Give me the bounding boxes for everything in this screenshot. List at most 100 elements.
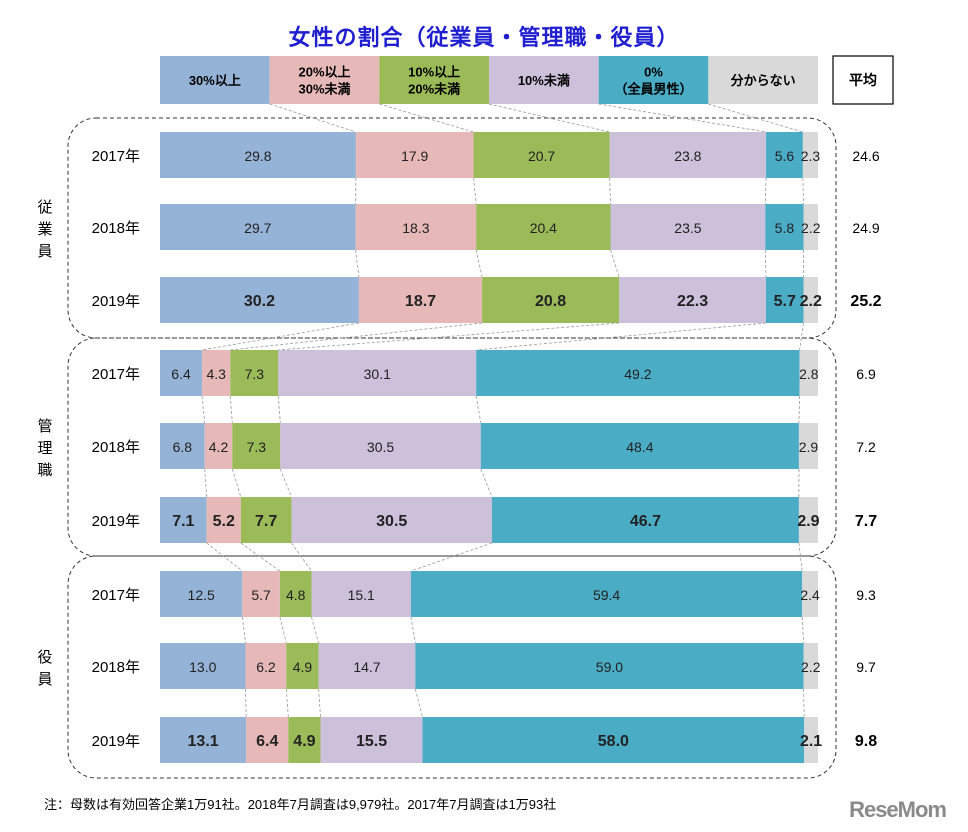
connector-line	[609, 177, 611, 205]
bar-segment	[476, 350, 800, 396]
data-label: 29.7	[244, 220, 271, 236]
connector-line	[279, 616, 287, 644]
data-label: 18.3	[402, 220, 429, 236]
legend-swatch-4	[598, 56, 709, 104]
year-label: 2018年	[92, 439, 140, 456]
connector-line	[410, 616, 416, 644]
connector-line	[476, 322, 767, 351]
bar-segment	[160, 350, 203, 396]
average-value: 24.9	[852, 220, 879, 236]
connector-line	[414, 688, 423, 718]
bar-segment	[803, 643, 818, 689]
connector-line	[610, 249, 620, 278]
bar-segment	[799, 350, 818, 396]
connector-line	[475, 249, 483, 278]
data-label: 29.8	[244, 148, 271, 164]
data-label: 6.2	[256, 659, 276, 675]
bar-segment	[240, 497, 292, 543]
data-label: 30.5	[376, 513, 407, 530]
data-label: 2.9	[799, 439, 819, 455]
legend-label-4: （全員男性）	[614, 82, 692, 97]
data-label: 17.9	[401, 148, 428, 164]
bar-segment	[230, 350, 279, 396]
data-label: 59.4	[593, 587, 620, 603]
year-label: 2019年	[92, 733, 140, 750]
bar-segment	[204, 423, 233, 469]
average-value: 9.8	[855, 733, 877, 750]
average-value: 9.3	[856, 587, 876, 603]
bar-segment	[160, 717, 247, 763]
bar-segment	[278, 350, 477, 396]
connector-line	[204, 468, 208, 498]
average-value: 6.9	[856, 366, 876, 382]
bar-segment	[355, 132, 474, 178]
bar-segment	[803, 204, 818, 250]
bar-segment	[802, 571, 818, 617]
connector-line	[241, 616, 246, 644]
legend-swatch-1	[269, 56, 380, 104]
year-label: 2018年	[92, 659, 140, 676]
bar-segment	[291, 497, 492, 543]
bar-segment	[422, 717, 805, 763]
legend-label-1: 30%未満	[298, 82, 350, 97]
bar-segment	[160, 497, 207, 543]
bar-segment	[280, 423, 481, 469]
data-label: 2.2	[800, 293, 822, 310]
bar-segment	[473, 132, 610, 178]
legend-label-1: 20%以上	[298, 65, 350, 80]
bar-segment	[804, 717, 818, 763]
year-label: 2017年	[92, 366, 140, 383]
bar-segment	[798, 423, 818, 469]
bar-segment	[160, 204, 356, 250]
data-label: 30.2	[244, 293, 275, 310]
bar-segment	[358, 277, 483, 323]
data-label: 4.8	[286, 587, 306, 603]
group-frame-0	[67, 117, 837, 339]
connector-line	[269, 103, 357, 133]
connector-line	[598, 103, 767, 133]
bar-segment	[766, 132, 803, 178]
data-label: 13.0	[189, 659, 216, 675]
bar-segment	[619, 277, 766, 323]
legend-label-0: 30%以上	[189, 73, 241, 88]
group-label: 理	[37, 440, 52, 457]
connector-line	[206, 542, 243, 572]
average-value: 7.7	[855, 513, 877, 530]
bar-segment	[160, 132, 356, 178]
legend-label-3: 10%未満	[518, 73, 570, 88]
connector-line	[355, 249, 360, 278]
data-label: 7.7	[255, 513, 277, 530]
data-label: 2.4	[800, 587, 820, 603]
data-label: 22.3	[677, 293, 708, 310]
year-label: 2019年	[92, 293, 140, 310]
connector-line	[764, 249, 767, 278]
group-label: 従	[37, 199, 52, 216]
data-label: 15.1	[348, 587, 375, 603]
connector-line	[230, 322, 483, 351]
connector-line	[231, 468, 242, 498]
year-label: 2017年	[92, 148, 140, 165]
connector-line	[201, 395, 206, 424]
group-label: 業	[37, 221, 52, 238]
connector-line	[202, 322, 359, 351]
resemom-logo: ReseMom	[849, 797, 947, 822]
average-header: 平均	[849, 72, 877, 88]
data-label: 20.4	[530, 220, 557, 236]
average-value: 25.2	[850, 293, 881, 310]
connector-line	[245, 688, 247, 718]
legend-swatch-2	[379, 56, 489, 104]
group-frame-1	[67, 337, 837, 557]
average-header-box	[832, 55, 894, 105]
data-label: 6.8	[173, 439, 193, 455]
year-label: 2018年	[92, 220, 140, 237]
footnote: 注：母数は有効回答企業1万91社。2018年7月調査は9,979社。2017年7…	[44, 797, 557, 812]
data-label: 15.5	[356, 733, 387, 750]
data-label: 46.7	[630, 513, 661, 530]
group-label: 員	[37, 671, 52, 688]
connector-line	[410, 542, 493, 572]
year-label: 2019年	[92, 513, 140, 530]
data-label: 2.8	[799, 366, 819, 382]
data-label: 4.9	[293, 659, 313, 675]
bar-segment	[279, 571, 312, 617]
